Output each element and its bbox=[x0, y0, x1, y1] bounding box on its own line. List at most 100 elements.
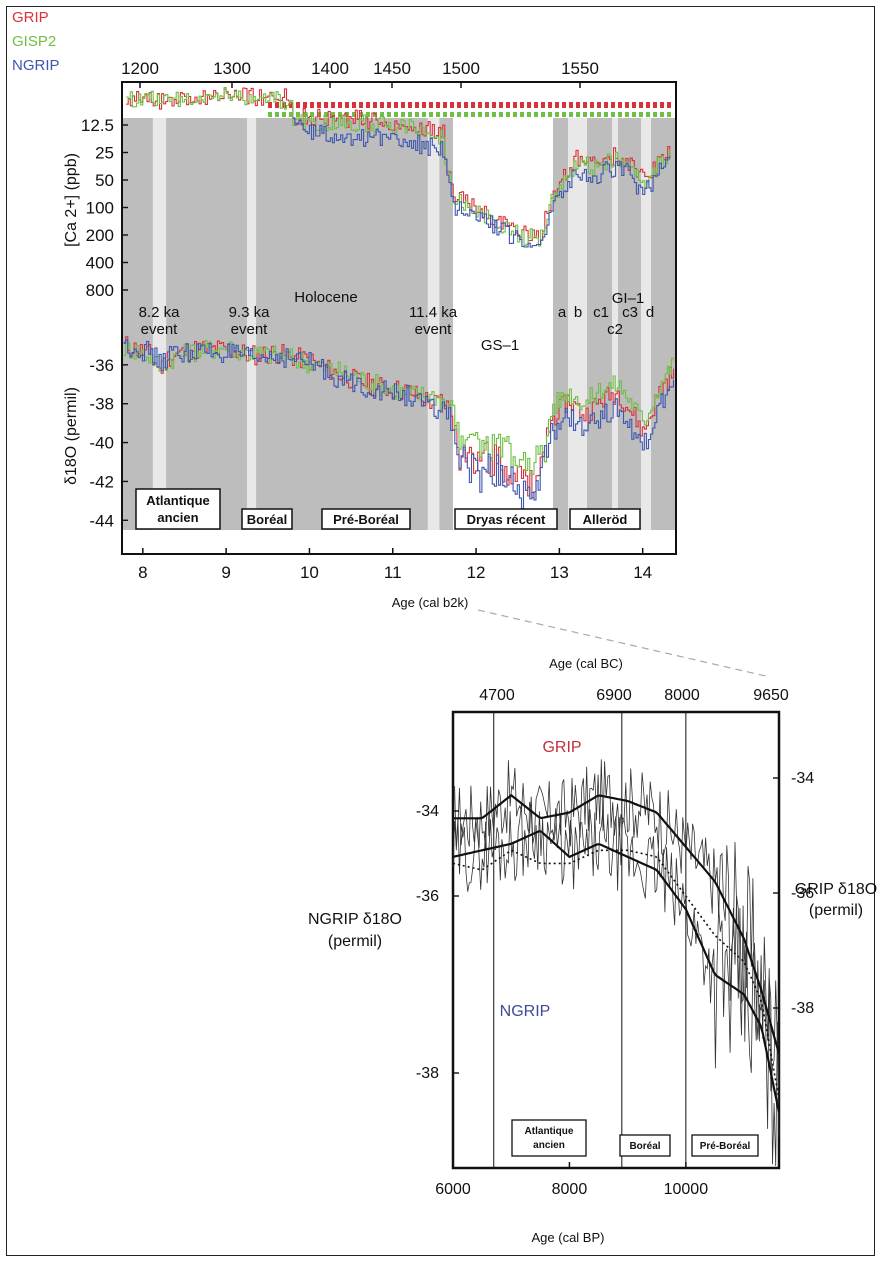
grip-smooth-line bbox=[453, 793, 781, 1055]
x-tick-label: 10 bbox=[300, 563, 319, 582]
bottom-axis-ticks: 6000 8000 10000 4700 6900 8000 9650 -34 -36 -38 -3… bbox=[416, 687, 814, 1198]
top-tick-label: 1500 bbox=[442, 59, 480, 78]
grip-strip-mark bbox=[373, 102, 377, 108]
gi1-label: GI–1 bbox=[612, 290, 645, 307]
gisp2-strip-mark bbox=[296, 112, 300, 117]
bottom-grip-label: GRIP bbox=[542, 739, 581, 756]
event-82-label-a: 8.2 ka bbox=[139, 304, 181, 321]
grip-strip-mark bbox=[387, 102, 391, 108]
grip-strip-mark bbox=[541, 102, 545, 108]
d18o-tick-label: -44 bbox=[89, 511, 114, 530]
ngrip-dotted-line bbox=[452, 849, 780, 1100]
bottom-top-tick-label: 4700 bbox=[479, 687, 515, 704]
gisp2-strip-mark bbox=[366, 112, 370, 117]
top-axis-ticks: 8 9 10 11 12 13 14 1200 1300 1400 1450 1500 1550 12.5… bbox=[81, 59, 652, 582]
right-tick-label: -38 bbox=[791, 1000, 814, 1017]
gisp2-strip-mark bbox=[506, 112, 510, 117]
box-allerod-label: Alleröd bbox=[583, 512, 628, 527]
top-tick-label: 1550 bbox=[561, 59, 599, 78]
event-114-label-a: 11.4 ka bbox=[409, 304, 458, 321]
grip-strip-mark bbox=[632, 102, 636, 108]
gisp2-strip-mark bbox=[352, 112, 356, 117]
grip-strip-mark bbox=[338, 102, 342, 108]
gisp2-strip-mark bbox=[275, 112, 279, 117]
box-boreal: Boréal bbox=[241, 508, 293, 530]
gisp2-strip-mark bbox=[443, 112, 447, 117]
grip-strip-mark bbox=[464, 102, 468, 108]
grip-strip-mark bbox=[345, 102, 349, 108]
grip-strip-mark bbox=[485, 102, 489, 108]
shade-light-band bbox=[641, 118, 651, 530]
ngrip-axis-label-1: NGRIP δ18O bbox=[308, 911, 402, 928]
grip-strip-mark bbox=[520, 102, 524, 108]
grip-strip-mark bbox=[380, 102, 384, 108]
gisp2-strip-mark bbox=[597, 112, 601, 117]
grip-strip-mark bbox=[590, 102, 594, 108]
gisp2-strip-mark bbox=[632, 112, 636, 117]
gisp2-strip-mark bbox=[317, 112, 321, 117]
event-93-label-b: event bbox=[231, 321, 269, 338]
gisp2-strip-mark bbox=[415, 112, 419, 117]
gisp2-strip-mark bbox=[429, 112, 433, 117]
top-series bbox=[123, 87, 675, 510]
gisp2-strip-mark bbox=[331, 112, 335, 117]
gisp2-strip-mark bbox=[401, 112, 405, 117]
x-tick-label: 13 bbox=[550, 563, 569, 582]
bottom-box-boreal: Boréal bbox=[619, 1134, 671, 1157]
gisp2-strip-mark bbox=[492, 112, 496, 117]
grip-strip-mark bbox=[492, 102, 496, 108]
bottom-box-atlantique: Atlantique ancien bbox=[511, 1119, 587, 1157]
left-tick-label: -34 bbox=[416, 803, 439, 820]
grip-strip-mark bbox=[443, 102, 447, 108]
bottom-box-atlantique-line1: Atlantique bbox=[525, 1126, 574, 1137]
box-atlantique-line2: ancien bbox=[157, 510, 198, 525]
box-dryas-label: Dryas récent bbox=[467, 512, 546, 527]
top-tick-label: 1300 bbox=[213, 59, 251, 78]
grip-strip-mark bbox=[352, 102, 356, 108]
bottom-x-tick-label: 10000 bbox=[664, 1181, 709, 1198]
d18o-line-ngrip bbox=[123, 339, 675, 510]
bottom-plot-frame bbox=[451, 710, 781, 1170]
grip-strip-mark bbox=[527, 102, 531, 108]
gisp2-strip-mark bbox=[576, 112, 580, 117]
box-atlantique-line1: Atlantique bbox=[146, 493, 210, 508]
ca-tick-label: 400 bbox=[86, 254, 114, 273]
grip-strip-mark bbox=[548, 102, 552, 108]
grip-strip-mark bbox=[289, 102, 293, 108]
gisp2-strip-mark bbox=[282, 112, 286, 117]
grip-strip-mark bbox=[422, 102, 426, 108]
ca-tick-label: 200 bbox=[86, 226, 114, 245]
d18o-tick-label: -36 bbox=[89, 356, 114, 375]
gisp2-strip-mark bbox=[422, 112, 426, 117]
grip-strip-mark bbox=[513, 102, 517, 108]
ca-axis-label: [Ca 2+] (ppb) bbox=[63, 153, 80, 247]
gisp2-strip-mark bbox=[625, 112, 629, 117]
gisp2-strip-mark bbox=[646, 112, 650, 117]
grip-strip-mark bbox=[268, 102, 272, 108]
gisp2-strip-mark bbox=[604, 112, 608, 117]
event-114-label-b: event bbox=[415, 321, 453, 338]
x-tick-label: 11 bbox=[384, 563, 402, 582]
grip-strip-mark bbox=[583, 102, 587, 108]
bottom-x-axis-label: Age (cal BP) bbox=[532, 1230, 605, 1245]
top-tick-label: 1200 bbox=[121, 59, 159, 78]
gisp2-strip-mark bbox=[387, 112, 391, 117]
grip-strip-mark bbox=[471, 102, 475, 108]
box-atlantique: Atlantique ancien bbox=[135, 488, 221, 530]
ca-tick-label: 50 bbox=[95, 171, 114, 190]
bottom-chart: Age (cal BC) 6000 8000 10000 4700 6900 8000 96… bbox=[308, 656, 877, 1245]
grip-strip-mark bbox=[415, 102, 419, 108]
grip-strip-mark bbox=[646, 102, 650, 108]
legend-gisp2: GISP2 bbox=[12, 33, 56, 50]
shade-light-band bbox=[152, 118, 167, 530]
event-93-label-a: 9.3 ka bbox=[229, 304, 271, 321]
holocene-label: Holocene bbox=[294, 289, 357, 306]
gisp2-strip-mark bbox=[450, 112, 454, 117]
bottom-series bbox=[452, 712, 781, 1168]
box-preboreal: Pré-Boréal bbox=[321, 508, 411, 530]
bottom-top-tick-label: 9650 bbox=[753, 687, 789, 704]
grip-strip-mark bbox=[667, 102, 671, 108]
gisp2-strip-mark bbox=[380, 112, 384, 117]
grip-strip-mark bbox=[506, 102, 510, 108]
